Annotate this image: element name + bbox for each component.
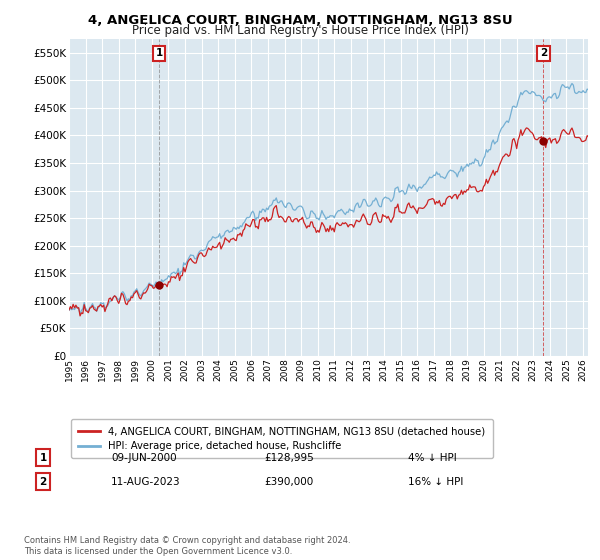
- Text: Contains HM Land Registry data © Crown copyright and database right 2024.
This d: Contains HM Land Registry data © Crown c…: [24, 536, 350, 556]
- Text: 09-JUN-2000: 09-JUN-2000: [111, 452, 176, 463]
- Text: 16% ↓ HPI: 16% ↓ HPI: [408, 477, 463, 487]
- Text: 4% ↓ HPI: 4% ↓ HPI: [408, 452, 457, 463]
- Text: £390,000: £390,000: [264, 477, 313, 487]
- Text: 11-AUG-2023: 11-AUG-2023: [111, 477, 181, 487]
- Text: 1: 1: [40, 452, 47, 463]
- Text: Price paid vs. HM Land Registry's House Price Index (HPI): Price paid vs. HM Land Registry's House …: [131, 24, 469, 37]
- Text: 4, ANGELICA COURT, BINGHAM, NOTTINGHAM, NG13 8SU: 4, ANGELICA COURT, BINGHAM, NOTTINGHAM, …: [88, 14, 512, 27]
- Text: £128,995: £128,995: [264, 452, 314, 463]
- Text: 2: 2: [40, 477, 47, 487]
- Text: 1: 1: [155, 48, 163, 58]
- Legend: 4, ANGELICA COURT, BINGHAM, NOTTINGHAM, NG13 8SU (detached house), HPI: Average : 4, ANGELICA COURT, BINGHAM, NOTTINGHAM, …: [71, 419, 493, 458]
- Text: 2: 2: [540, 48, 547, 58]
